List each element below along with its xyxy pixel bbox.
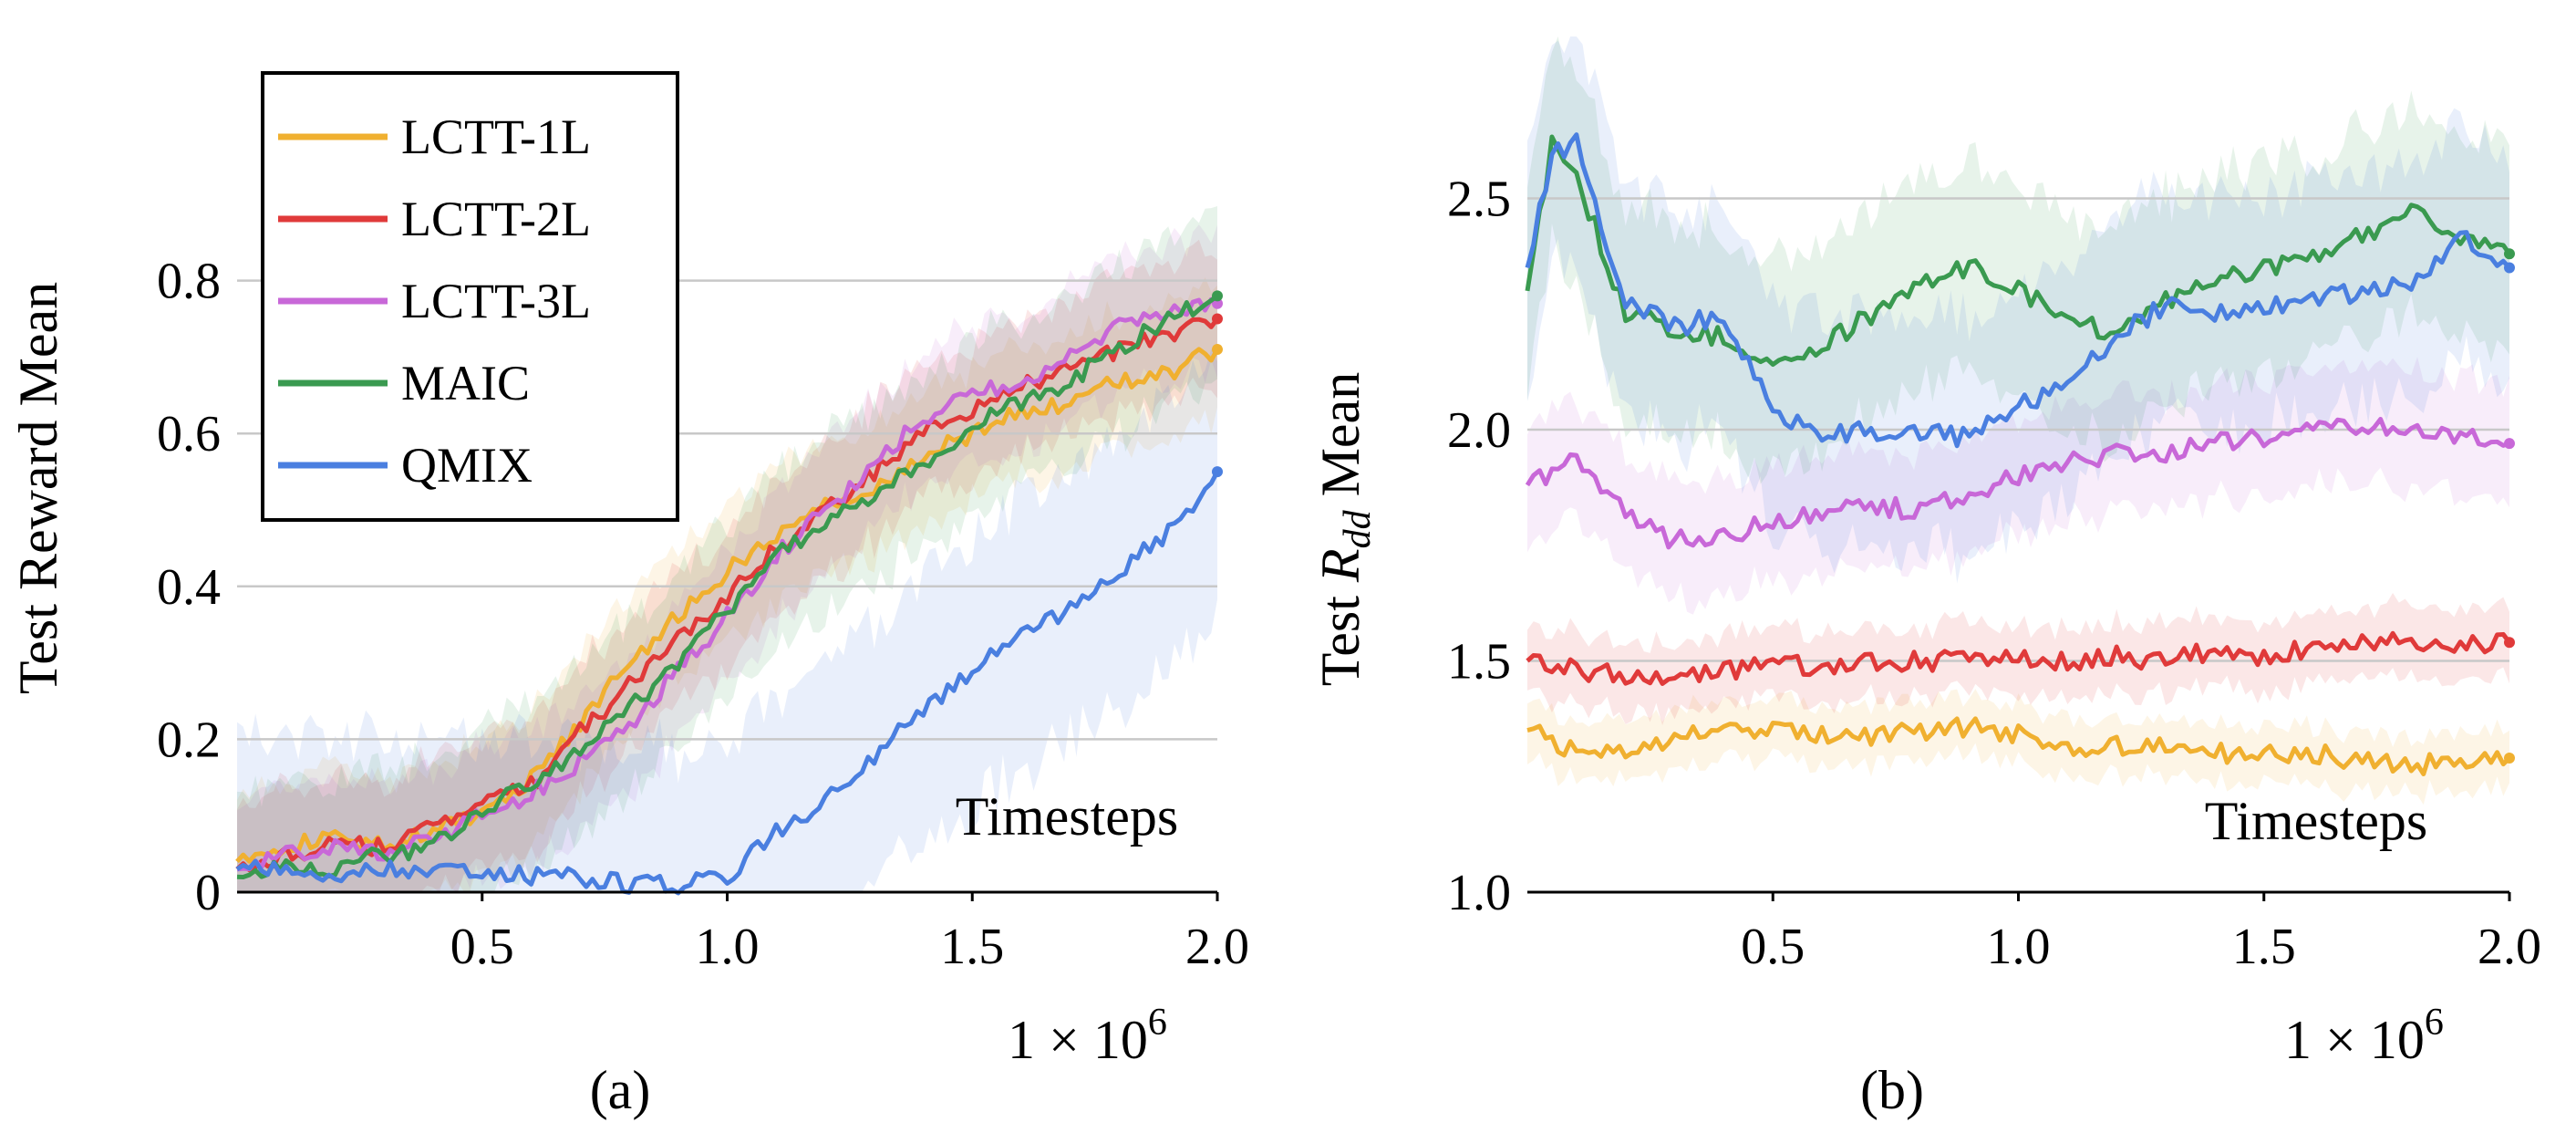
series-end-point-maic	[2504, 248, 2515, 260]
series-line-lctt-2l	[1526, 630, 2511, 686]
chart-a-ylabel: Test Reward Mean	[8, 282, 68, 694]
chart-a-panel-label: (a)	[590, 1060, 651, 1120]
series-end-point-lctt-2l	[1212, 313, 1223, 325]
x-tick-label: 0.5	[450, 919, 514, 975]
chart-b-x-ticks: 0.5 1.0 1.5 2.0	[1741, 892, 2541, 975]
series-end-point-lctt-3l	[1212, 297, 1223, 309]
series-line-qmix	[235, 470, 1220, 896]
series-end-point-lctt-3l	[2504, 438, 2515, 450]
series-line-maic	[236, 294, 1219, 879]
band-lctt-1l	[1527, 689, 2509, 805]
series-end-point-qmix	[2504, 262, 2515, 274]
y-tick-label: 0.6	[157, 406, 221, 462]
chart-b-xlabel: Timesteps	[2205, 791, 2428, 851]
legend-entries: LCTT-1L LCTT-2L LCTT-3L MAIC QMIX	[278, 109, 591, 493]
chart-a: 0.5 1.0 1.5 2.0 0 0.2 0.4 0.6 0.8 Test Reward M…	[8, 71, 1249, 1120]
chart-b-bands	[1527, 36, 2509, 805]
x-tick-label: 2.0	[1185, 919, 1249, 975]
chart-b-ylabel: Test Rdd Mean	[1310, 372, 1379, 686]
y-tick-label: 2.0	[1447, 402, 1511, 459]
chart-a-x-ticks: 0.5 1.0 1.5 2.0	[450, 892, 1249, 975]
band-maic	[237, 206, 1217, 892]
x-tick-label: 1.5	[2232, 919, 2296, 975]
series-end-point-qmix	[1212, 466, 1223, 478]
series-line-lctt-3l	[1525, 417, 2510, 550]
y-tick-label: 0.8	[157, 254, 221, 310]
series-end-point-maic	[1212, 290, 1223, 302]
chart-a-y-ticks: 0 0.2 0.4 0.6 0.8	[157, 254, 221, 921]
y-tick-label: 2.5	[1447, 171, 1511, 227]
series-end-point-lctt-1l	[2504, 752, 2515, 764]
band-qmix	[237, 348, 1217, 892]
y-tick-label: 0	[195, 865, 221, 921]
band-lctt-2l	[237, 239, 1217, 892]
y-tick-label: 1.5	[1447, 633, 1511, 690]
x-tick-label: 2.0	[2478, 919, 2541, 975]
chart-b: 0.5 1.0 1.5 2.0 1.01.52.02.5 Test Rdd Mean …	[1310, 36, 2541, 1120]
chart-a-xlabel: Timesteps	[956, 786, 1179, 847]
series-end-point-lctt-1l	[1212, 344, 1223, 356]
chart-b-y-ticks: 1.0 1.5 2.0 2.5	[1447, 171, 1511, 921]
legend-label-lctt-1l: LCTT-1L	[401, 109, 591, 164]
y-tick-label: 1.0	[1447, 865, 1511, 921]
chart-b-x-multiplier: 1 × 106	[2284, 1002, 2444, 1070]
chart-a-legend: LCTT-1L LCTT-2L LCTT-3L MAIC QMIX	[261, 71, 679, 522]
series-end-point-lctt-2l	[2504, 637, 2515, 649]
chart-b-series-lines	[1525, 132, 2515, 777]
series-line-maic	[1525, 134, 2512, 368]
x-tick-label: 1.0	[1987, 919, 2051, 975]
band-maic	[1527, 36, 2509, 484]
chart-a-x-multiplier: 1 × 106	[1008, 1002, 1167, 1070]
x-tick-label: 1.5	[940, 919, 1004, 975]
legend-label-qmix: QMIX	[401, 438, 533, 493]
y-tick-label: 0.4	[157, 559, 221, 616]
x-tick-label: 0.5	[1741, 919, 1805, 975]
legend-label-maic: MAIC	[401, 356, 530, 410]
series-line-lctt-2l	[235, 317, 1219, 873]
chart-a-series-lines	[235, 290, 1223, 896]
legend-label-lctt-2l: LCTT-2L	[401, 192, 591, 246]
y-tick-label: 0.2	[157, 712, 221, 768]
series-line-qmix	[1525, 132, 2511, 449]
legend-label-lctt-3l: LCTT-3L	[401, 274, 591, 328]
x-tick-label: 1.0	[696, 919, 760, 975]
chart-b-panel-label: (b)	[1860, 1060, 1924, 1120]
series-line-lctt-1l	[1526, 716, 2511, 777]
legend-box	[261, 71, 679, 522]
